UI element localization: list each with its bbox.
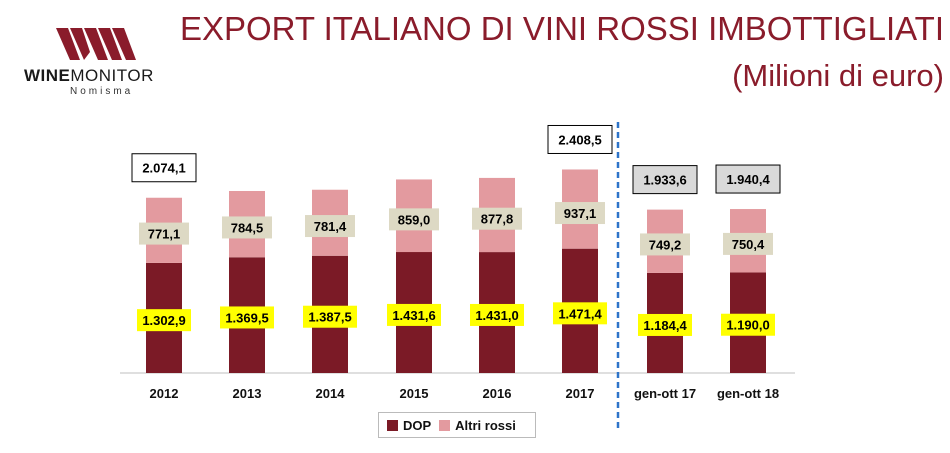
data-label-dop-box bbox=[638, 313, 692, 336]
x-tick-label: 2012 bbox=[150, 386, 179, 401]
data-label-dop: 1.302,9 bbox=[142, 313, 185, 328]
total-label: 2.408,5 bbox=[558, 132, 601, 147]
total-label: 2.074,1 bbox=[142, 161, 185, 176]
data-label-dop: 1.431,6 bbox=[392, 308, 435, 323]
data-label-dop: 1.369,5 bbox=[225, 310, 268, 325]
x-tick-label: 2014 bbox=[316, 386, 346, 401]
data-label-altri: 781,4 bbox=[314, 219, 347, 234]
page-subtitle: (Milioni di euro) bbox=[732, 58, 944, 93]
data-label-dop-box bbox=[721, 313, 775, 336]
data-label-dop-box bbox=[553, 302, 607, 325]
total-label: 1.940,4 bbox=[726, 172, 770, 187]
data-label-dop-box bbox=[470, 303, 524, 326]
data-label-altri-box bbox=[222, 216, 272, 239]
total-label: 1.933,6 bbox=[643, 173, 686, 188]
legend-label-altri: Altri rossi bbox=[455, 417, 516, 433]
winemonitor-logo: WINEMONITOR Nomisma bbox=[18, 22, 188, 102]
x-tick-label: 2017 bbox=[566, 386, 595, 401]
data-label-dop-box bbox=[387, 303, 441, 326]
x-tick-label: 2015 bbox=[400, 386, 429, 401]
legend-swatch-dop bbox=[387, 419, 398, 431]
data-label-altri-box bbox=[305, 215, 355, 238]
legend-swatch-altri bbox=[439, 419, 451, 431]
logo-text: MONITOR bbox=[70, 66, 154, 85]
data-label-dop: 1.190,0 bbox=[726, 318, 769, 333]
legend-label-dop: DOP bbox=[403, 417, 432, 433]
data-label-altri-box bbox=[389, 208, 439, 231]
chart-legend: DOP Altri rossi bbox=[378, 412, 536, 438]
logo-mark-icon bbox=[56, 28, 136, 60]
logo-text-bold: WINE bbox=[24, 66, 71, 85]
data-label-altri: 750,4 bbox=[732, 237, 765, 252]
data-label-dop-box bbox=[303, 305, 357, 328]
total-label-box bbox=[131, 153, 197, 183]
data-label-dop-box bbox=[220, 306, 274, 329]
x-tick-label: gen-ott 17 bbox=[634, 386, 696, 401]
logo-wordmark: WINEMONITOR bbox=[24, 66, 154, 86]
data-label-altri: 859,0 bbox=[398, 212, 431, 227]
x-tick-label: 2016 bbox=[483, 386, 512, 401]
data-label-altri-box bbox=[640, 233, 690, 256]
data-label-altri: 877,8 bbox=[481, 212, 514, 227]
data-label-altri: 784,5 bbox=[231, 220, 264, 235]
data-label-altri: 749,2 bbox=[649, 237, 682, 252]
data-label-altri: 937,1 bbox=[564, 206, 597, 221]
total-label-box bbox=[715, 164, 781, 194]
data-label-altri-box bbox=[472, 207, 522, 230]
data-label-dop: 1.431,0 bbox=[475, 308, 518, 323]
data-label-dop-box bbox=[137, 309, 191, 332]
page-title: EXPORT ITALIANO DI VINI ROSSI IMBOTTIGLI… bbox=[179, 10, 944, 47]
data-label-altri: 771,1 bbox=[148, 227, 181, 242]
legend-item-altri: Altri rossi bbox=[439, 418, 516, 433]
data-label-dop: 1.387,5 bbox=[308, 310, 351, 325]
data-label-dop: 1.471,4 bbox=[558, 306, 602, 321]
legend-item-dop: DOP bbox=[387, 418, 431, 433]
data-label-altri-box bbox=[139, 222, 189, 245]
data-label-altri-box bbox=[555, 202, 605, 225]
total-label-box bbox=[547, 124, 613, 154]
data-label-dop: 1.184,4 bbox=[643, 318, 687, 333]
data-label-altri-box bbox=[723, 232, 773, 255]
logo-subtext: Nomisma bbox=[70, 86, 134, 97]
total-label-box bbox=[632, 165, 698, 195]
x-tick-label: gen-ott 18 bbox=[717, 386, 779, 401]
x-tick-label: 2013 bbox=[233, 386, 262, 401]
